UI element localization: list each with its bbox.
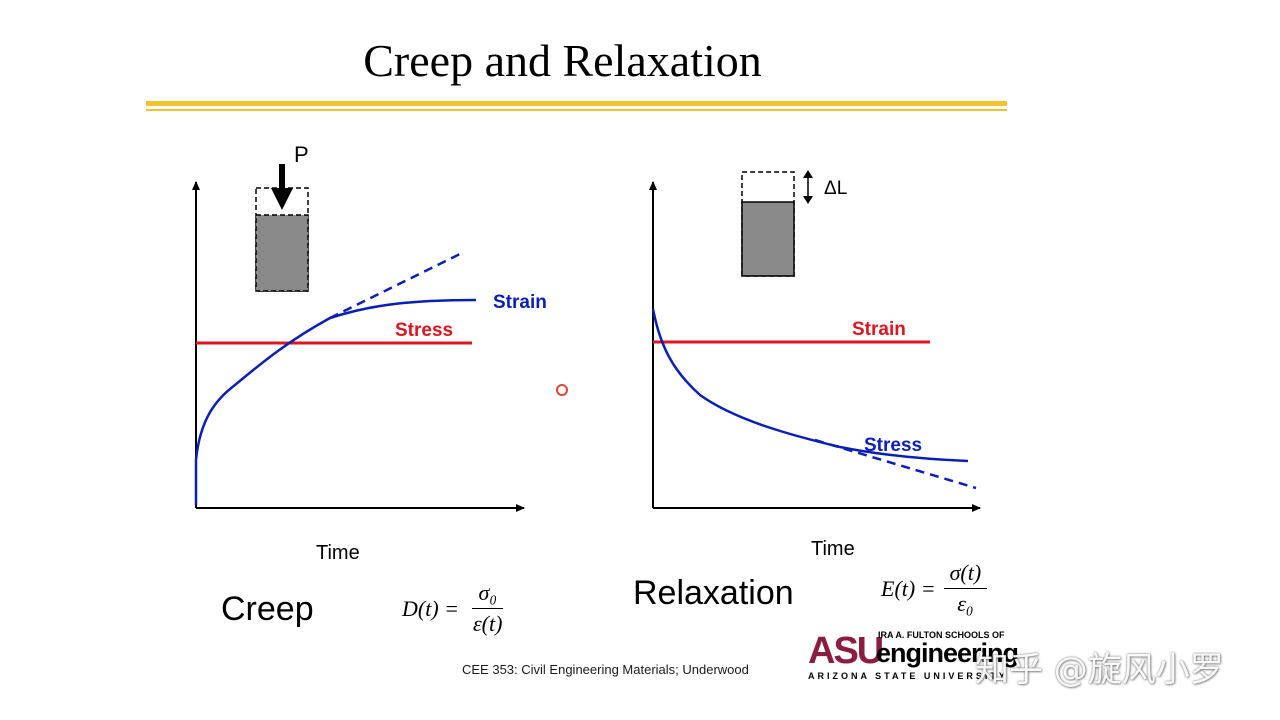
title-underline-thin — [146, 109, 1007, 111]
creep-strain-tangent — [329, 252, 461, 320]
relaxation-specimen — [741, 201, 795, 277]
relaxation-stress-curve — [651, 308, 969, 463]
relaxation-modulus-formula: E(t) = σ(t) ε₀ — [881, 560, 988, 617]
asu-wordmark: ASU — [808, 630, 884, 672]
relaxation-formula-numerator: σ(t) — [943, 560, 988, 589]
slide-title: Creep and Relaxation — [363, 35, 762, 86]
creep-specimen — [255, 214, 309, 292]
relaxation-strain-label: Strain — [852, 319, 906, 340]
zhihu-watermark: 知乎 @旋风小罗 — [975, 650, 1224, 690]
relaxation-plot: ΔL Strain Stress — [649, 170, 981, 512]
creep-compliance-formula: D(t) = σ₀ ε(t) — [402, 580, 508, 637]
creep-formula-denominator: ε(t) — [473, 611, 503, 636]
slide-footer: CEE 353: Civil Engineering Materials; Un… — [462, 662, 749, 677]
fulton-schools-text: IRA A. FULTON SCHOOLS OF — [878, 630, 1005, 640]
creep-time-label: Time — [316, 542, 360, 564]
delta-l-arrow-up-icon — [803, 170, 813, 178]
creep-formula-numerator: σ₀ — [472, 580, 503, 609]
delta-l-arrow-down-icon — [803, 196, 813, 204]
engineering-text: engineering — [876, 638, 1019, 668]
relaxation-formula-denominator: ε₀ — [957, 591, 974, 616]
relaxation-time-label: Time — [811, 538, 855, 560]
asu-engineering-logo: ASU IRA A. FULTON SCHOOLS OF engineering… — [808, 628, 1019, 682]
relaxation-formula-fraction: σ(t) ε₀ — [943, 560, 988, 617]
creep-strain-curve — [194, 298, 477, 505]
creep-plot: P Strain Stress — [192, 142, 547, 512]
delta-l-label: ΔL — [824, 178, 847, 199]
creep-stress-label: Stress — [395, 320, 453, 341]
arizona-state-text: ARIZONA STATE UNIVERSITY — [808, 671, 1008, 681]
title-underline-thick — [146, 101, 1007, 106]
pointer-cursor-icon — [556, 384, 568, 396]
relaxation-stress-label: Stress — [864, 435, 922, 456]
creep-caption: Creep — [221, 590, 314, 628]
creep-strain-label: Strain — [493, 292, 547, 313]
relaxation-formula-lhs: E(t) = — [881, 575, 936, 601]
relaxation-caption: Relaxation — [633, 574, 794, 612]
creep-formula-lhs: D(t) = — [402, 595, 459, 621]
relaxation-stress-tangent — [814, 438, 977, 490]
creep-formula-fraction: σ₀ ε(t) — [467, 580, 508, 637]
load-arrow-icon — [271, 188, 293, 210]
load-label: P — [294, 142, 309, 167]
